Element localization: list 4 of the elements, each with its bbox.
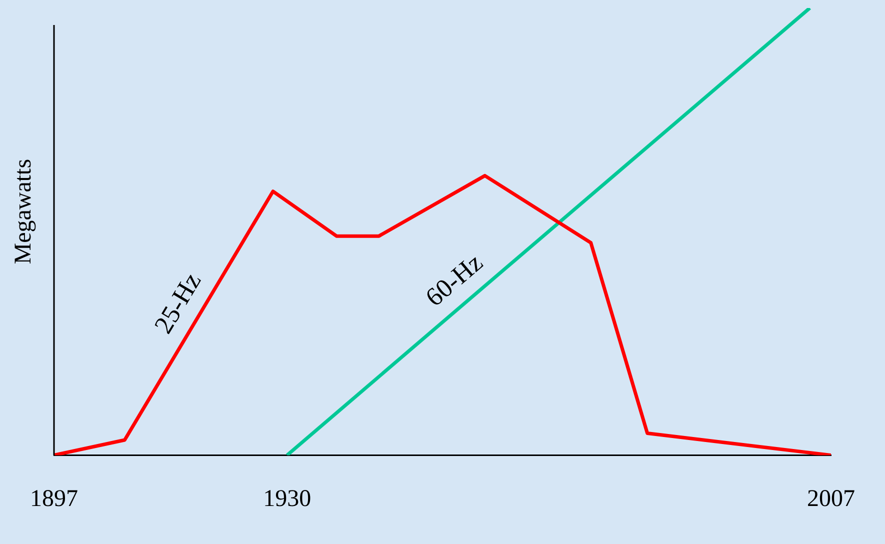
x-tick-label: 2007 (807, 486, 855, 512)
x-tick-label: 1930 (263, 486, 312, 512)
y-axis-title: Megawatts (10, 158, 36, 264)
x-tick-label: 1897 (30, 486, 78, 512)
